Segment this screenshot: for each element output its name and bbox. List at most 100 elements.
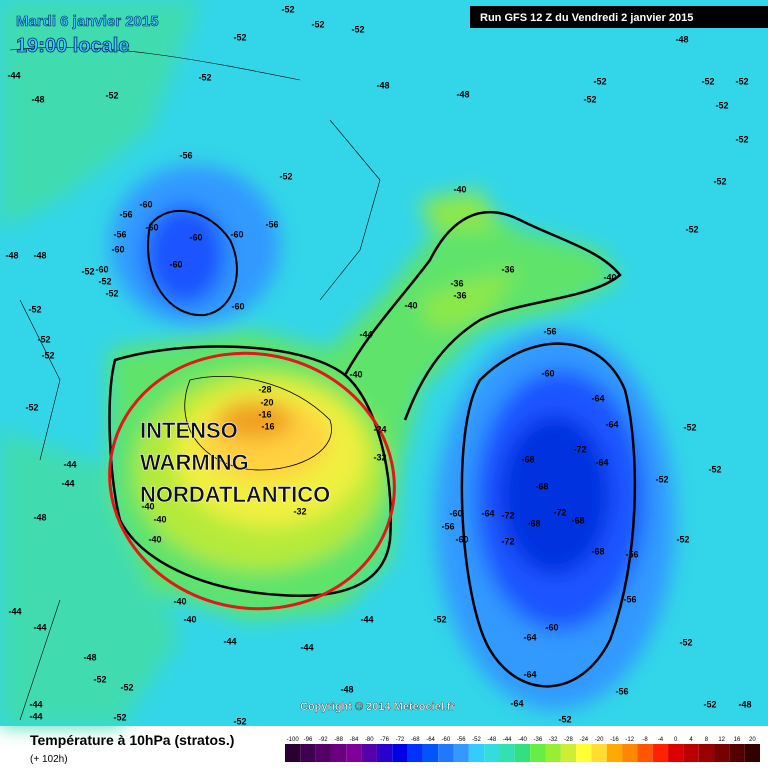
contour-label: -56 (625, 549, 638, 559)
scale-swatch (499, 744, 515, 762)
scale-label: 8 (705, 737, 709, 743)
scale-label: -92 (319, 737, 328, 743)
scale-swatch (438, 744, 454, 762)
scale-label: -56 (457, 737, 466, 743)
scale-label: -80 (365, 737, 374, 743)
scale-label: -8 (642, 737, 648, 743)
contour-label: -20 (260, 397, 273, 407)
contour-labels: -52 -52 -52 -52 -44 -48 -52 -52 -48 -48 -52 -48 -52 -… (5, 4, 751, 726)
scale-label: -32 (549, 737, 558, 743)
contour-label: -48 (31, 94, 44, 104)
contour-label: -68 (527, 518, 540, 528)
contour-label: -60 (230, 229, 243, 239)
scale-swatch (330, 744, 347, 762)
contour-label: -56 (615, 686, 628, 696)
contour-label: -60 (111, 244, 124, 254)
contour-label: -40 (173, 596, 186, 606)
contour-label: -48 (5, 250, 18, 260)
scale-label: -76 (380, 737, 389, 743)
contour-label: -68 (571, 515, 584, 525)
contour-label: -52 (676, 534, 689, 544)
contour-label: -40 (603, 272, 616, 282)
contour-label: -56 (623, 594, 636, 604)
contour-label: -16 (258, 409, 271, 419)
contour-label: -52 (120, 682, 133, 692)
scale-label: 0 (674, 737, 678, 743)
scale-swatch (683, 744, 699, 762)
contour-label: -52 (233, 32, 246, 42)
scale-swatch (453, 744, 469, 762)
contour-label: -60 (169, 259, 182, 269)
contour-label: -52 (81, 266, 94, 276)
contour-label: -48 (738, 699, 751, 709)
contour-label: -44 (359, 329, 372, 339)
contour-label: -40 (453, 184, 466, 194)
scale-label: -72 (396, 737, 405, 743)
scale-label: -12 (625, 737, 634, 743)
scale-label: -60 (442, 737, 451, 743)
contour-label: -52 (701, 76, 714, 86)
contour-label: -52 (281, 4, 294, 14)
scale-label: -100 (287, 737, 300, 743)
color-scale: -100 -96 -92 -88 -84 -80 -76 -72 -68 -64 -60 -56 -52… (285, 737, 760, 762)
scale-swatch (361, 744, 377, 762)
scale-label: -88 (334, 737, 343, 743)
contour-label: -44 (29, 711, 42, 721)
contour-label: -44 (33, 622, 46, 632)
contour-label: -40 (141, 501, 154, 511)
scale-label: 12 (718, 737, 725, 743)
contour-label: -52 (735, 76, 748, 86)
contour-label: -44 (223, 636, 236, 646)
scale-swatch (392, 744, 408, 762)
contour-label: -40 (183, 614, 196, 624)
contour-label: -48 (33, 512, 46, 522)
scale-swatch (300, 744, 316, 762)
contour-label: -40 (153, 514, 166, 524)
scale-label: 16 (734, 737, 741, 743)
scale-swatch (591, 744, 607, 762)
contour-label: -32 (293, 506, 306, 516)
scale-label: 20 (749, 737, 756, 743)
scale-swatch (315, 744, 331, 762)
scale-swatch (729, 744, 745, 762)
contour-label: -40 (404, 300, 417, 310)
highlight-ellipse (108, 351, 396, 611)
time-text: 19:00 locale (16, 35, 129, 57)
scale-swatch (407, 744, 423, 762)
scale-swatch (530, 744, 546, 762)
contour-label: -48 (376, 80, 389, 90)
contour-label: -64 (605, 419, 618, 429)
contour-label: -36 (450, 278, 463, 288)
contour-label: -48 (83, 652, 96, 662)
scale-label: -28 (564, 737, 573, 743)
footer-title: Température à 10hPa (stratos.) (30, 732, 234, 748)
contour-label: -56 (179, 150, 192, 160)
annotation-line: INTENSO (140, 418, 238, 443)
contour-label: -64 (591, 393, 604, 403)
contour-label: -52 (679, 637, 692, 647)
contour-label: -60 (145, 222, 158, 232)
scale-swatch (698, 744, 715, 762)
contour-label: -60 (139, 199, 152, 209)
contour-label: -40 (148, 534, 161, 544)
annotation: INTENSO WARMING NORDATLANTICO (140, 418, 331, 508)
scale-label: -96 (304, 737, 313, 743)
contour-label: -52 (685, 224, 698, 234)
contour-label: -52 (703, 699, 716, 709)
contour-label: -44 (8, 606, 21, 616)
contour-label: -52 (105, 288, 118, 298)
contour-label: -52 (558, 714, 571, 724)
copyright: Copyright © 2014 Meteociel.fr (300, 701, 456, 713)
contour-label: -48 (675, 34, 688, 44)
contour-label: -52 (683, 422, 696, 432)
contour-label: -52 (351, 24, 364, 34)
contour-label: -52 (279, 171, 292, 181)
contour-label: -48 (456, 89, 469, 99)
contour-label: -64 (523, 669, 536, 679)
scale-label: -40 (518, 737, 527, 743)
contour-label: -60 (449, 508, 462, 518)
contour-label: -68 (591, 546, 604, 556)
contour-label: -52 (708, 464, 721, 474)
scale-swatch (606, 744, 623, 762)
